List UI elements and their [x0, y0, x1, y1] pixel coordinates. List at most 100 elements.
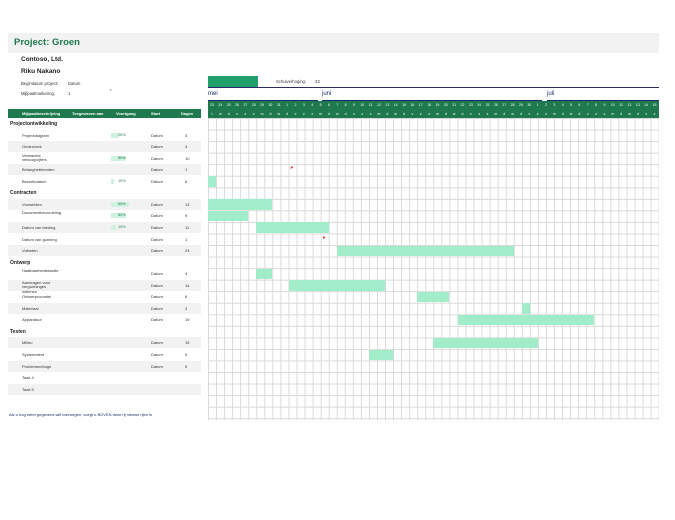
- task-start[interactable]: Datum: [151, 224, 163, 230]
- scrollbar-track[interactable]: [208, 76, 258, 87]
- task-days[interactable]: 15: [185, 340, 190, 346]
- task-description[interactable]: Ontwerpvoorstel: [22, 294, 52, 300]
- task-start[interactable]: Datum: [151, 340, 163, 346]
- task-row[interactable]: Problemen/bugs Datum 5: [8, 360, 201, 372]
- task-start[interactable]: Datum: [151, 167, 163, 173]
- gantt-bar[interactable]: [208, 199, 273, 210]
- gantt-bar[interactable]: [208, 176, 217, 187]
- milestone-marker[interactable]: P: [322, 234, 326, 240]
- gantt-bar[interactable]: [256, 222, 329, 233]
- progress-bar[interactable]: 60%: [111, 201, 129, 207]
- task-start[interactable]: Datum: [151, 201, 163, 207]
- task-days[interactable]: 24: [185, 248, 190, 254]
- task-description[interactable]: Projectdiagram: [22, 132, 49, 138]
- task-description[interactable]: Problemen/bugs: [22, 363, 52, 369]
- task-days[interactable]: 3: [185, 144, 188, 150]
- gantt-bar[interactable]: [433, 337, 539, 349]
- task-row[interactable]: Projectdiagram 25% Datum 3: [8, 130, 201, 141]
- task-start[interactable]: Datum: [151, 363, 163, 369]
- gantt-bar[interactable]: [369, 349, 394, 361]
- task-start[interactable]: Datum: [151, 144, 163, 150]
- task-days[interactable]: 14: [185, 282, 190, 288]
- task-row[interactable]: Onderzoek Datum 3: [8, 141, 201, 153]
- task-row[interactable]: Apparatuur Datum 19: [8, 314, 201, 325]
- task-start[interactable]: Datum: [151, 282, 163, 288]
- task-row[interactable]: Milieu Datum 15: [8, 337, 201, 349]
- task-row[interactable]: Haalbaarheidsstudie Datum 4: [8, 268, 201, 279]
- task-description[interactable]: Apparatuur: [22, 317, 42, 323]
- task-description[interactable]: Belanghebbenden: [22, 167, 55, 173]
- task-days[interactable]: 1: [185, 236, 188, 242]
- task-days[interactable]: 9: [185, 213, 188, 219]
- task-description[interactable]: Documentbeoordeling: [22, 210, 62, 216]
- task-row[interactable]: Volbeten Datum 24: [8, 245, 201, 257]
- task-days[interactable]: 4: [185, 271, 188, 277]
- task-row[interactable]: Materiaal Datum 3: [8, 302, 201, 314]
- phase-heading[interactable]: Testen: [10, 328, 26, 335]
- task-row[interactable]: Bezoekdatum 10% Datum 6: [8, 176, 201, 187]
- progress-bar[interactable]: 25%: [111, 132, 126, 138]
- gantt-bar[interactable]: [256, 268, 273, 280]
- task-days[interactable]: 3: [185, 305, 188, 311]
- task-days[interactable]: 5: [185, 363, 188, 369]
- task-start[interactable]: Datum: [151, 271, 163, 277]
- task-row[interactable]: Taak 4: [8, 372, 201, 383]
- project-title[interactable]: Project: Groen: [14, 37, 80, 48]
- task-start[interactable]: Datum: [151, 132, 163, 138]
- task-days[interactable]: 5: [185, 352, 188, 357]
- task-start[interactable]: Datum: [151, 352, 163, 357]
- task-description[interactable]: Voorstellen: [22, 201, 42, 207]
- gantt-bar[interactable]: [336, 245, 514, 257]
- task-start[interactable]: Datum: [151, 248, 163, 254]
- gantt-bar[interactable]: [208, 210, 249, 222]
- task-row[interactable]: Datum van gunning Datum 1: [8, 234, 201, 245]
- milestone-value[interactable]: 1: [68, 91, 71, 96]
- task-days[interactable]: 10: [185, 155, 190, 161]
- task-days[interactable]: 3: [185, 132, 188, 138]
- milestone-marker[interactable]: P: [290, 165, 294, 171]
- task-description[interactable]: Taak 4: [22, 375, 34, 381]
- task-description[interactable]: Datum van gunning: [22, 236, 57, 242]
- start-date-value[interactable]: Datum: [68, 81, 81, 86]
- task-row[interactable]: Aanvragen voor vergunningen indienen Datu…: [8, 279, 201, 294]
- progress-bar[interactable]: 50%: [111, 155, 126, 161]
- task-description[interactable]: Systeemtest: [22, 352, 45, 357]
- gantt-bar[interactable]: [417, 291, 450, 303]
- gantt-bar[interactable]: [288, 280, 386, 291]
- company-name[interactable]: Contoso, Ltd.: [21, 56, 63, 63]
- task-days[interactable]: 6: [185, 294, 188, 300]
- task-days[interactable]: 13: [185, 201, 190, 207]
- task-description[interactable]: Bezoekdatum: [22, 178, 47, 184]
- task-days[interactable]: 1: [185, 167, 188, 173]
- phase-heading[interactable]: Ontwerp: [10, 259, 31, 266]
- phase-heading[interactable]: Contracten: [10, 190, 37, 197]
- task-start[interactable]: Datum: [151, 178, 163, 184]
- gantt-bar[interactable]: [521, 303, 530, 314]
- task-start[interactable]: Datum: [151, 294, 163, 300]
- task-row[interactable]: Documentbeoordeling 50% Datum 9: [8, 210, 201, 221]
- task-row[interactable]: Belanghebbenden Datum 1: [8, 164, 201, 176]
- phase-heading[interactable]: Projectontwikkeling: [10, 121, 58, 127]
- task-row[interactable]: Datum van bieding 15% Datum 11: [8, 221, 201, 233]
- gantt-bar[interactable]: [457, 314, 595, 326]
- task-description[interactable]: Volbeten: [22, 248, 38, 254]
- task-start[interactable]: Datum: [151, 213, 163, 219]
- task-days[interactable]: 19: [185, 317, 190, 323]
- scroll-increment-value[interactable]: 33: [315, 79, 320, 84]
- task-start[interactable]: Datum: [151, 317, 163, 323]
- task-description[interactable]: Haalbaarheidsstudie: [22, 268, 59, 274]
- task-row[interactable]: Taak 5: [8, 383, 201, 395]
- project-manager[interactable]: Riku Nakano: [21, 68, 61, 75]
- progress-bar[interactable]: 10%: [111, 178, 126, 184]
- task-description[interactable]: Taak 5: [22, 386, 34, 392]
- task-start[interactable]: Datum: [151, 305, 163, 311]
- task-description[interactable]: Verwachte verkoopcijfers: [22, 152, 47, 163]
- task-start[interactable]: Datum: [151, 236, 163, 242]
- task-description[interactable]: Datum van bieding: [22, 224, 56, 230]
- task-description[interactable]: Aanvragen voor vergunningen indienen: [22, 279, 51, 294]
- progress-bar[interactable]: 50%: [111, 213, 126, 219]
- task-row[interactable]: Ontwerpvoorstel Datum 6: [8, 291, 201, 302]
- task-row[interactable]: Systeemtest Datum 5: [8, 349, 201, 360]
- task-row[interactable]: Verwachte verkoopcijfers 50% Datum 10: [8, 153, 201, 164]
- task-description[interactable]: Materiaal: [22, 305, 39, 311]
